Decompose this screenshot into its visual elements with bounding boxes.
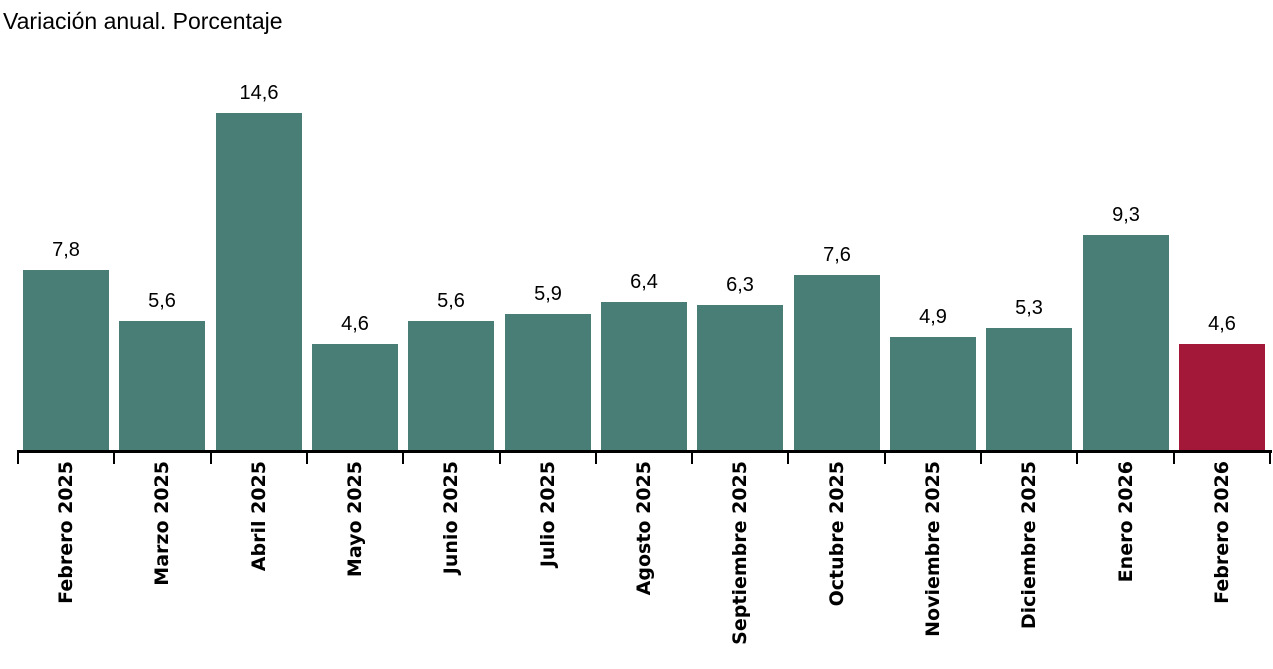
x-axis-label-marzo-2025: Marzo 2025 [151,461,173,586]
bar-junio-2025 [408,321,494,450]
x-axis-tick [499,450,501,464]
value-label-marzo-2025: 5,6 [148,290,176,312]
value-label-febrero-2026: 4,6 [1208,313,1236,335]
x-axis-label-febrero-2025: Febrero 2025 [55,461,77,604]
x-axis-label-agosto-2025: Agosto 2025 [633,461,655,596]
x-axis-label-septiembre-2025: Septiembre 2025 [729,461,751,645]
bar-diciembre-2025 [986,328,1072,450]
x-axis-tick [787,450,789,464]
x-axis-label-diciembre-2025: Diciembre 2025 [1018,461,1040,630]
x-axis-tick [113,450,115,464]
x-axis-label-junio-2025: Junio 2025 [440,461,462,575]
bar-febrero-2025 [23,270,109,450]
x-axis-tick [17,450,19,464]
x-axis-tick [884,450,886,464]
x-axis-tick [980,450,982,464]
bar-enero-2026 [1083,235,1169,450]
bar-agosto-2025 [601,302,687,450]
x-axis-tick [210,450,212,464]
value-label-septiembre-2025: 6,3 [726,274,754,296]
value-label-julio-2025: 5,9 [534,283,562,305]
x-axis-label-febrero-2026: Febrero 2026 [1211,461,1233,604]
value-label-junio-2025: 5,6 [437,290,465,312]
x-axis-tick [1173,450,1175,464]
value-label-diciembre-2025: 5,3 [1015,297,1043,319]
bar-julio-2025 [505,314,591,450]
x-axis-label-mayo-2025: Mayo 2025 [344,461,366,578]
value-label-enero-2026: 9,3 [1112,204,1140,226]
x-axis-tick [1269,450,1271,464]
value-label-febrero-2025: 7,8 [52,239,80,261]
x-axis-tick [306,450,308,464]
x-axis-label-noviembre-2025: Noviembre 2025 [922,461,944,637]
x-axis-tick [595,450,597,464]
bar-septiembre-2025 [697,305,783,450]
bar-noviembre-2025 [890,337,976,450]
bar-mayo-2025 [312,344,398,450]
value-label-abril-2025: 14,6 [239,82,279,104]
x-axis-tick [1076,450,1078,464]
x-axis-label-enero-2026: Enero 2026 [1115,461,1137,583]
x-axis-line [17,450,1272,453]
bar-febrero-2026 [1179,344,1265,450]
bar-abril-2025 [216,113,302,450]
x-axis-tick [402,450,404,464]
chart-title: Variación anual. Porcentaje [3,8,283,34]
bar-marzo-2025 [119,321,205,450]
value-label-noviembre-2025: 4,9 [919,306,947,328]
value-label-octubre-2025: 7,6 [823,244,851,266]
x-axis-label-octubre-2025: Octubre 2025 [826,461,848,607]
x-axis-label-julio-2025: Julio 2025 [537,461,559,568]
x-axis-tick [691,450,693,464]
x-axis-label-abril-2025: Abril 2025 [248,461,270,572]
bar-octubre-2025 [794,275,880,450]
value-label-agosto-2025: 6,4 [630,271,658,293]
value-label-mayo-2025: 4,6 [341,313,369,335]
